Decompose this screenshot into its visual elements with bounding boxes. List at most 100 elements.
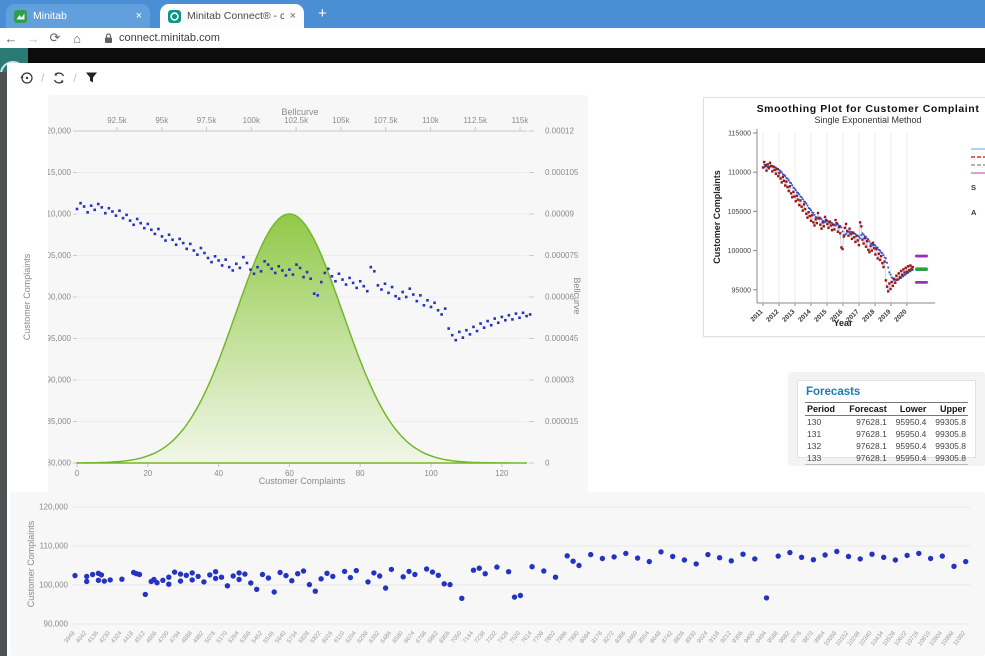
scatter-point [312, 588, 318, 594]
scatter-point [142, 226, 146, 230]
actual-point [829, 224, 833, 227]
tab-title: Minitab [33, 10, 67, 22]
fit-point [901, 275, 904, 278]
scatter-point [256, 265, 259, 269]
fit-point [887, 266, 890, 269]
actual-point [910, 267, 913, 270]
actual-point [762, 160, 766, 164]
scatter-point [281, 269, 284, 272]
refresh-button[interactable] [51, 70, 66, 85]
year-tick-label: 2016 [829, 308, 844, 323]
scatter-point [511, 318, 514, 321]
scatter-point [400, 574, 406, 580]
scatter-point [939, 553, 945, 559]
scatter-point [160, 577, 166, 583]
scatter-point [79, 201, 82, 205]
actual-point [875, 247, 878, 251]
bottom-tick-label: 60 [285, 469, 294, 478]
tab-close-icon[interactable]: × [135, 9, 142, 22]
fit-point [863, 235, 866, 238]
actual-point [904, 266, 907, 270]
scatter-point [118, 209, 121, 212]
scatter-point [309, 277, 312, 281]
actual-point [860, 225, 863, 228]
scatter-point [504, 318, 507, 322]
scatter-point [681, 557, 688, 563]
scatter-point [347, 574, 354, 581]
scatter-point [489, 323, 493, 327]
scatter-point [93, 208, 96, 212]
scatter-point [365, 579, 371, 585]
scatter-point [125, 213, 128, 217]
scatter-point [472, 325, 475, 329]
actual-point [890, 280, 893, 284]
scatter-point [98, 572, 105, 578]
scatter-point [351, 281, 355, 285]
tab-close-icon[interactable]: × [289, 9, 296, 22]
actual-point [884, 279, 888, 282]
scatter-point [552, 574, 559, 580]
fit-point [793, 187, 796, 190]
minitab-connect-favicon [168, 9, 181, 23]
bellcurve-area [76, 213, 527, 464]
table-cell: 95950.4 [895, 417, 927, 427]
scatter-point [588, 551, 594, 558]
scatter-point [295, 263, 298, 266]
scatter-point [440, 313, 443, 316]
actual-point [815, 221, 819, 225]
fit-point [792, 186, 795, 189]
reload-button[interactable]: ⟳ [49, 30, 61, 45]
actual-point [775, 167, 779, 171]
actual-point [841, 247, 844, 251]
actual-point [805, 212, 808, 215]
fit-point [778, 169, 781, 172]
fit-point [766, 166, 769, 168]
y-tick-label: 90,000 [44, 620, 69, 629]
actual-point [817, 217, 821, 220]
smoothing-plot-subtitle: Single Exponential Method [814, 115, 922, 125]
scatter-point [236, 570, 242, 576]
fit-point [884, 257, 887, 260]
chart-background [10, 492, 985, 656]
home-button[interactable]: ⌂ [73, 30, 81, 46]
scatter-point [178, 237, 181, 241]
scatter-point [177, 571, 184, 577]
scatter-point [139, 221, 143, 225]
fit-point [787, 179, 790, 182]
scatter-point [373, 269, 376, 273]
scatter-point [426, 299, 429, 302]
forward-button[interactable]: → [26, 30, 40, 46]
history-button[interactable] [19, 70, 34, 85]
actual-point [879, 254, 883, 258]
collapsed-sidebar[interactable] [0, 72, 7, 656]
scatter-points [72, 548, 969, 601]
scatter-point [212, 569, 219, 575]
back-button[interactable]: ← [4, 30, 18, 46]
scatter-point [892, 557, 899, 563]
scatter-point [441, 581, 447, 587]
scatter-point [355, 286, 358, 290]
scatter-point [429, 569, 436, 575]
new-tab-button[interactable]: + [318, 5, 327, 22]
table-cell: 97628.1 [856, 429, 887, 439]
tab-minitab-connect[interactable]: Minitab Connect® - connect.min × [160, 4, 304, 28]
filter-button[interactable] [84, 70, 99, 85]
fit-point [789, 181, 791, 184]
left-tick-label: 90,000 [48, 376, 72, 385]
app-top-bar [0, 48, 985, 63]
fit-point [880, 251, 883, 254]
actual-point [778, 171, 781, 175]
actual-point [765, 169, 768, 172]
actual-point [878, 258, 882, 262]
scatter-point [259, 571, 266, 578]
address-bar[interactable]: connect.minitab.com [96, 30, 228, 46]
actual-point [801, 209, 804, 212]
scatter-point [358, 279, 362, 283]
bottom-tick-label: 100 [424, 469, 438, 478]
actual-point [869, 244, 872, 248]
fit-point [854, 233, 857, 236]
scatter-point [171, 238, 174, 242]
scatter-point [289, 578, 295, 584]
fit-point [840, 226, 843, 229]
tab-minitab[interactable]: Minitab × [6, 4, 150, 28]
